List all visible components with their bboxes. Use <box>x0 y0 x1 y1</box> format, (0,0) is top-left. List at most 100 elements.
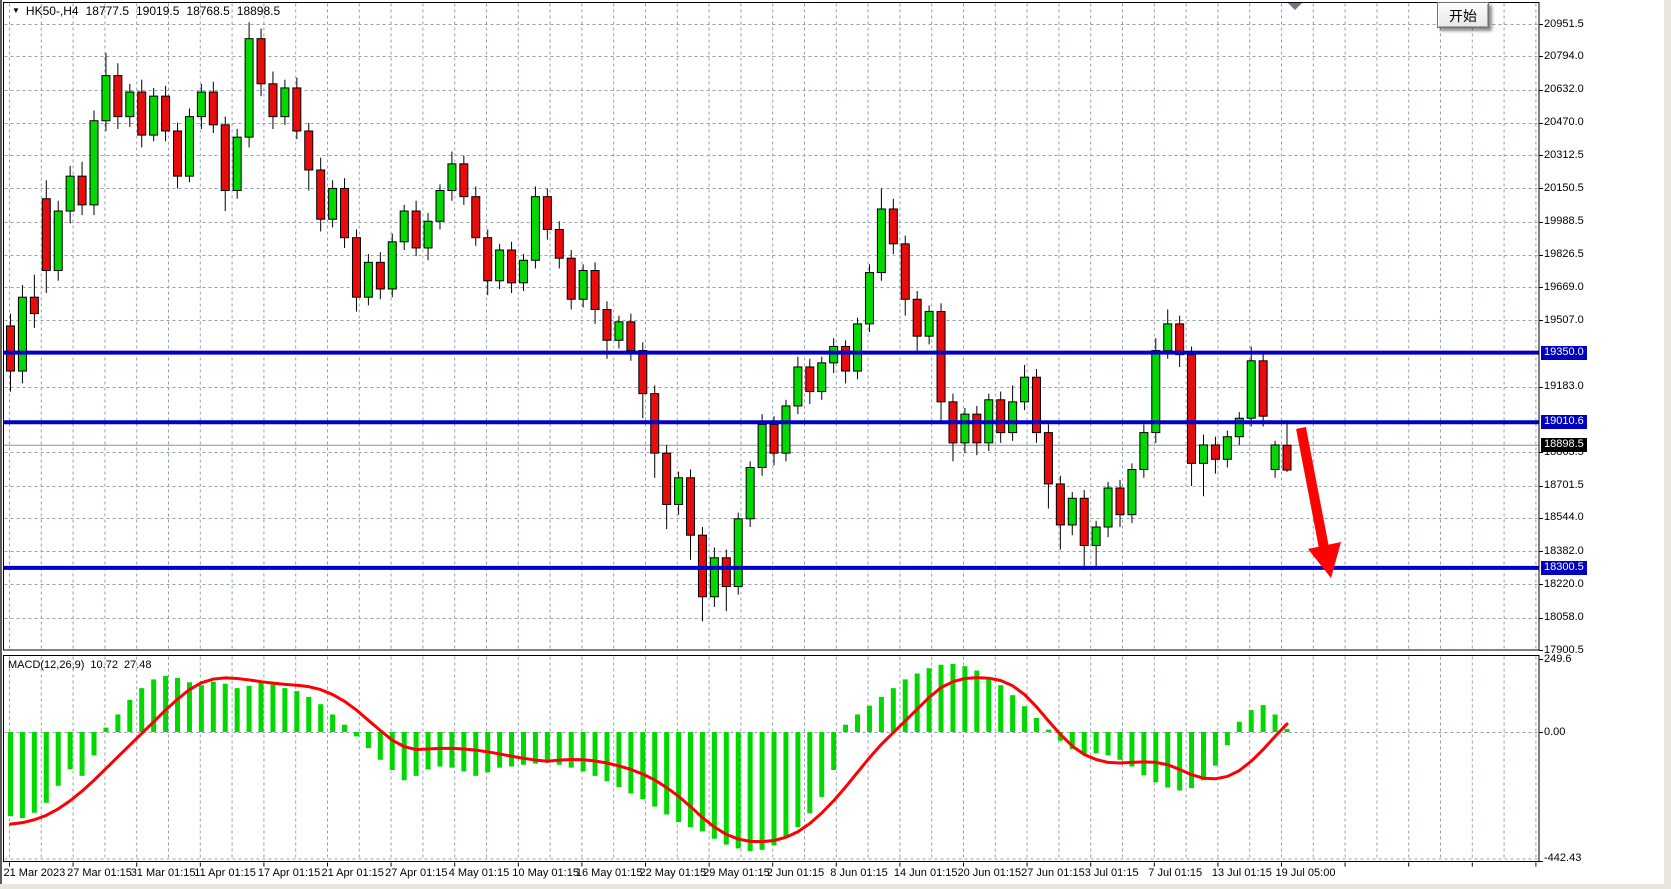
candle-body <box>1008 401 1018 434</box>
candle-body <box>29 296 39 315</box>
price-axis-label: 18701.5 <box>1544 479 1584 492</box>
candle-body <box>17 296 27 372</box>
price-axis-label: 18382.0 <box>1544 544 1584 557</box>
price-axis-label: 19183.0 <box>1544 380 1584 393</box>
price-line-badge[interactable]: 18300.5 <box>1541 560 1587 575</box>
macd-histogram-bar <box>79 732 85 776</box>
symbol-ohlc-title: ▼ HK50-,H4 18777.5 19019.5 18768.5 18898.5 <box>12 4 280 18</box>
macd-histogram-bar <box>1236 721 1242 732</box>
macd-histogram-bar <box>843 724 849 732</box>
candle-body <box>244 38 254 138</box>
macd-histogram-bar <box>1129 732 1135 767</box>
candle-body <box>1139 432 1149 471</box>
macd-histogram-bar <box>1093 732 1099 754</box>
candle-body <box>614 321 624 341</box>
candle-body <box>864 272 874 325</box>
candle-body <box>578 270 588 300</box>
date-axis-label: 29 May 01:15 <box>703 867 770 879</box>
macd-histogram-bar <box>151 679 157 732</box>
candle-body <box>1234 417 1244 438</box>
date-axis-label: 8 Jun 01:15 <box>830 867 888 879</box>
date-axis-label: 21 Apr 01:15 <box>321 867 384 879</box>
macd-histogram-bar <box>783 732 789 838</box>
date-axis-label: 16 May 01:15 <box>575 867 643 879</box>
candle-body <box>530 196 540 261</box>
macd-histogram-bar <box>1201 732 1206 781</box>
macd-histogram-bar <box>1177 732 1183 791</box>
macd-value-signal: 27.48 <box>123 659 152 671</box>
macd-histogram-bar <box>902 679 908 732</box>
macd-grid <box>4 656 1538 861</box>
macd-histogram-bar <box>198 685 204 732</box>
price-axis-label: 20632.0 <box>1544 83 1584 96</box>
macd-histogram-bar <box>556 732 562 765</box>
candle-body <box>411 210 421 249</box>
macd-histogram-bar <box>890 688 896 732</box>
candle-body <box>1246 360 1256 419</box>
macd-histogram-bar <box>222 683 228 732</box>
trend-arrow-annotation[interactable] <box>1296 427 1341 578</box>
window-right-edge <box>1664 0 1671 889</box>
macd-histogram-bar <box>950 663 956 732</box>
candle-body <box>876 208 886 274</box>
start-button[interactable]: 开始 <box>1437 2 1489 28</box>
candle-body <box>316 169 326 220</box>
date-axis-label: 27 Apr 01:15 <box>385 867 448 879</box>
candle-body <box>853 323 863 372</box>
candle-body <box>149 95 159 136</box>
candle-body <box>495 249 505 282</box>
macd-histogram-bar <box>520 732 526 765</box>
candle-body <box>184 116 194 177</box>
macd-histogram-bar <box>509 732 515 767</box>
macd-histogram-bar <box>389 732 395 771</box>
macd-histogram-bar <box>461 732 467 772</box>
candle-body <box>328 187 338 220</box>
price-axis-label: 19669.0 <box>1544 280 1584 293</box>
candle-body <box>817 362 827 393</box>
price-axis-label: 18058.0 <box>1544 611 1584 624</box>
macd-histogram-bar <box>1260 705 1266 732</box>
candle-body <box>483 237 493 282</box>
candle-body <box>399 210 409 243</box>
macd-histogram-bar <box>831 732 837 771</box>
candle-body <box>1067 497 1077 526</box>
current-price-badge: 18898.5 <box>1541 438 1587 453</box>
price-axis-label: 20312.5 <box>1544 148 1584 161</box>
macd-histogram-bar <box>652 732 658 807</box>
candle-body <box>554 228 564 259</box>
date-axis-label: 13 Jul 01:15 <box>1211 867 1272 879</box>
candle-body <box>1115 487 1125 516</box>
candle-body <box>101 75 111 122</box>
candle-body <box>602 309 612 341</box>
main-panel-border <box>3 2 1540 651</box>
price-line-badge[interactable]: 19350.0 <box>1541 345 1587 360</box>
price-axis-label: 19826.5 <box>1544 248 1584 261</box>
macd-histogram-bar <box>1189 732 1195 789</box>
macd-axis-min: -442.43 <box>1544 852 1582 864</box>
ohlc-open: 18777.5 <box>85 4 129 18</box>
main-grid <box>4 3 1538 649</box>
macd-histogram-bar <box>103 727 109 732</box>
macd-histogram-bar <box>819 732 825 797</box>
candle-body <box>340 187 350 239</box>
candle-body <box>1258 360 1268 417</box>
candle-body <box>1270 444 1280 471</box>
macd-histogram-bar <box>139 688 145 732</box>
macd-histogram-bar <box>628 732 634 794</box>
date-axis-label: 14 Jun 01:15 <box>893 867 958 879</box>
candle-body <box>41 198 51 272</box>
price-axis-label: 20951.5 <box>1544 17 1584 30</box>
date-axis-label: 27 Jun 01:15 <box>1021 867 1085 879</box>
macd-histogram-bar <box>866 705 872 732</box>
date-axis-label: 19 Jul 05:00 <box>1275 867 1336 879</box>
collapse-triangle-icon[interactable]: ▼ <box>12 6 20 15</box>
macd-histogram-bar <box>246 685 252 732</box>
macd-indicator-label: MACD(12,26,9) 10.72 27.48 <box>8 659 151 671</box>
macd-histogram-bar <box>747 732 753 852</box>
candle-body <box>1055 483 1065 526</box>
price-line-badge[interactable]: 19010.6 <box>1541 415 1587 430</box>
macd-histogram-bar <box>31 732 37 813</box>
candle-body <box>375 261 385 290</box>
macd-histogram-bar <box>1141 732 1147 776</box>
candle-body <box>1151 350 1161 434</box>
